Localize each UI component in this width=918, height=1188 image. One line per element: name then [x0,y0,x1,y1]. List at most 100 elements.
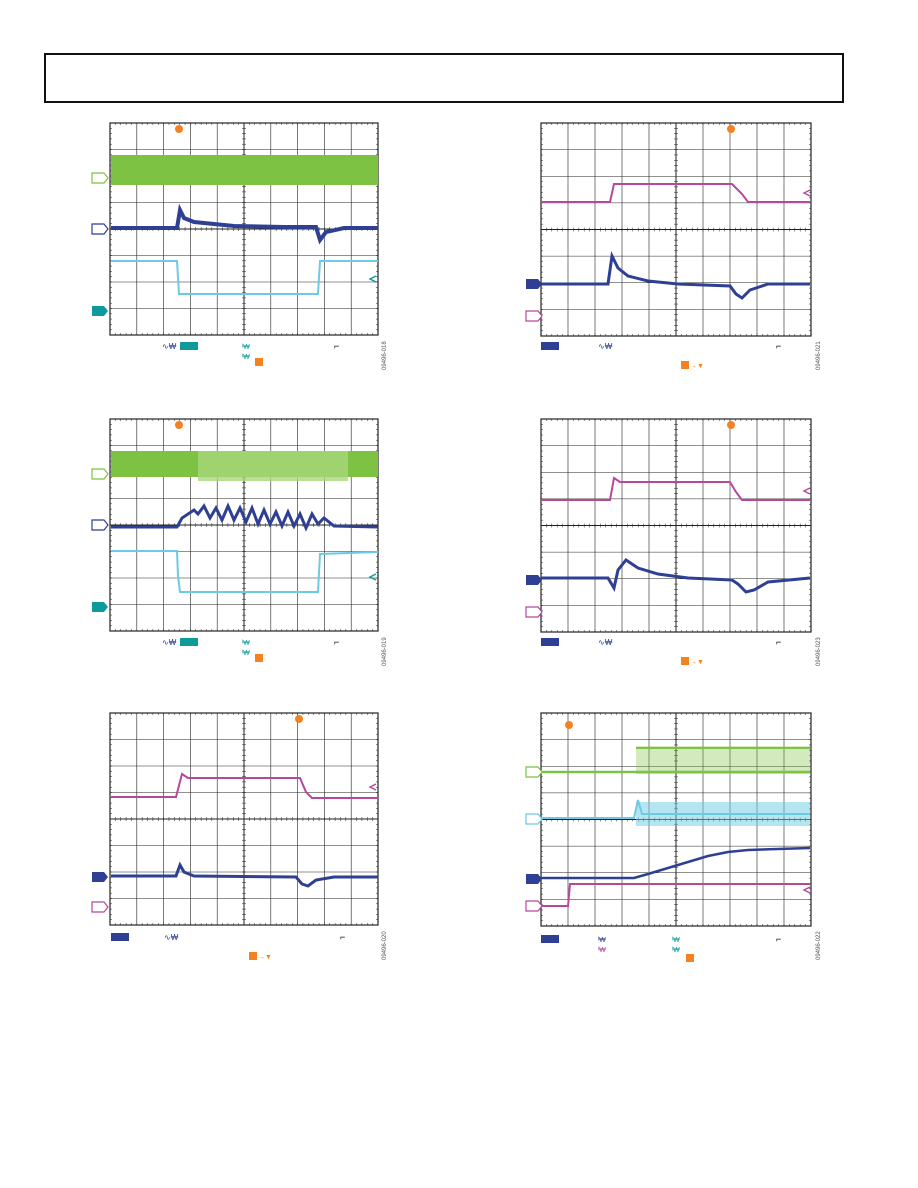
channel-label-box [180,638,198,646]
channel-marker-magenta [91,901,109,913]
figure-id: 09496-019 [382,637,388,666]
coupling-icon: ᴵ₩ [598,947,606,954]
trace-magenta [541,883,810,907]
trace-blue [541,557,811,594]
figure-id: 09496-023 [816,637,822,666]
trigger-marker [295,715,303,723]
trigger-marker [175,125,183,133]
arrow-icon: →▼ [690,659,704,666]
channel-marker-cyan [525,813,543,825]
scope-plot: ᴵ₩ ᴵ₩ ᴵ₩ ᴵ₩ ⌐ [525,712,812,962]
channel-marker-magenta [525,310,543,322]
trigger-level-arrow [368,783,377,791]
coupling-icon: ᴵ₩ [242,344,250,351]
scope-plot: ∿₩ →▼ ⌐ [525,418,812,666]
figure-id: 09496-022 [816,931,822,960]
trigger-marker [727,125,735,133]
trace-blue [111,502,379,532]
trigger-level-arrow [802,189,811,197]
trace-green-noise [636,746,810,774]
scope-plot: ∿₩ ᴵ₩ ᴵ₩ ⌐ [91,418,379,662]
trigger-level-arrow [802,487,811,495]
graticule [540,122,812,337]
channel-marker-blue [526,874,542,884]
channel-marker-green [91,468,109,480]
page-header-box [44,53,844,103]
coupling-icon: ∿₩ [598,638,613,647]
trace-magenta [541,476,810,501]
scope-screenshot: ∿₩ ᴵ₩ ᴵ₩ ⌐ 09496-019 [84,414,394,674]
trace-magenta [541,183,810,203]
trigger-source-icon [249,952,257,960]
channel-marker-green [91,172,109,184]
coupling-icon: ᴵ₩ [242,640,250,647]
coupling-icon: ∿₩ [164,933,179,942]
trigger-edge-icon: ⌐ [340,932,345,942]
channel-marker-teal [92,602,108,612]
scope-screenshot: ∿₩ ᴵ₩ ᴵ₩ ⌐ 09496-018 [84,118,394,378]
trigger-edge-icon: ⌐ [334,637,339,647]
trace-cyan [541,799,810,819]
trigger-source-icon [681,657,689,665]
channel-marker-blue [92,872,108,882]
figure-id: 09496-020 [382,931,388,960]
channel-label-box [180,342,198,350]
scope-plot: ∿₩ →▼ ⌐ [525,122,812,370]
channel-marker-blue [91,223,109,235]
trigger-level-arrow [368,573,377,581]
scope-screenshot: ∿₩ →▼ ⌐ 09496-023 [518,414,828,674]
coupling-icon: ∿₩ [162,342,177,351]
scope-screenshot: ∿₩ →▼ ⌐ 09496-021 [518,118,828,378]
trace-blue [111,861,378,888]
arrow-icon: →▼ [258,954,272,961]
channel-marker-blue [526,279,542,289]
scope-plot: ∿₩ ᴵ₩ ᴵ₩ ⌐ [91,122,379,366]
channel-marker-magenta [525,606,543,618]
trace-magenta [111,772,378,799]
channel-marker-blue [91,519,109,531]
channel-label-box [541,342,559,350]
coupling-icon: ᴵ₩ [672,947,680,954]
trace-green-burst [198,451,348,481]
coupling-icon: ᴵ₩ [242,354,250,361]
figure-id: 09496-021 [816,341,822,370]
trigger-edge-icon: ⌐ [334,341,339,351]
channel-marker-teal [92,306,108,316]
trace-blue [541,846,811,880]
trace-blue [541,251,810,300]
scope-plot: ∿₩ →▼ ⌐ [91,712,379,961]
trace-blue [111,203,378,245]
trigger-marker [565,721,573,729]
trigger-marker [175,421,183,429]
trace-cyan [111,260,378,295]
trigger-source-icon [681,361,689,369]
figure-id: 09496-018 [382,341,388,370]
channel-label-box [541,638,559,646]
coupling-icon: ∿₩ [598,342,613,351]
trace-green-switching [111,155,378,185]
trigger-source-icon [255,654,263,662]
channel-label-box [111,933,129,941]
trigger-source-icon [686,954,694,962]
channel-label-box [541,935,559,943]
trigger-source-icon [255,358,263,366]
coupling-icon: ᴵ₩ [598,937,606,944]
coupling-icon: ∿₩ [162,638,177,647]
channel-marker-green [525,766,543,778]
trigger-edge-icon: ⌐ [776,341,781,351]
coupling-icon: ᴵ₩ [672,937,680,944]
channel-marker-blue [526,575,542,585]
trigger-edge-icon: ⌐ [776,934,781,944]
trigger-level-arrow [368,275,377,283]
graticule [540,418,812,633]
graticule [109,712,379,926]
scope-screenshot: ᴵ₩ ᴵ₩ ᴵ₩ ᴵ₩ ⌐ 09496-022 [518,708,828,968]
trigger-marker [727,421,735,429]
channel-marker-magenta [525,900,543,912]
arrow-icon: →▼ [690,363,704,370]
trigger-edge-icon: ⌐ [776,637,781,647]
trace-cyan [111,550,379,593]
coupling-icon: ᴵ₩ [242,650,250,657]
trigger-level-arrow [802,886,811,894]
scope-screenshot: ∿₩ →▼ ⌐ 09496-020 [84,708,394,968]
